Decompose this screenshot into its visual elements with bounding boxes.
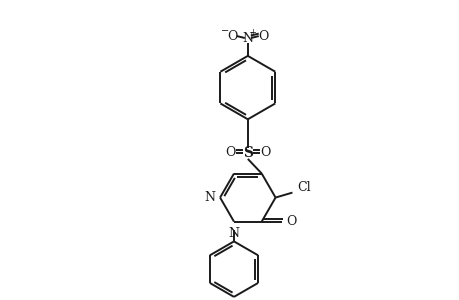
Text: O: O [286, 215, 296, 228]
Text: S: S [242, 146, 252, 160]
Text: O: O [224, 146, 235, 160]
Text: +: + [249, 28, 256, 37]
Text: Cl: Cl [297, 181, 310, 194]
Text: −: − [220, 26, 229, 36]
Text: O: O [258, 30, 269, 43]
Text: O: O [226, 30, 237, 43]
Text: O: O [260, 146, 270, 160]
Text: N: N [228, 226, 239, 239]
Text: N: N [242, 32, 253, 44]
Text: N: N [204, 191, 215, 204]
